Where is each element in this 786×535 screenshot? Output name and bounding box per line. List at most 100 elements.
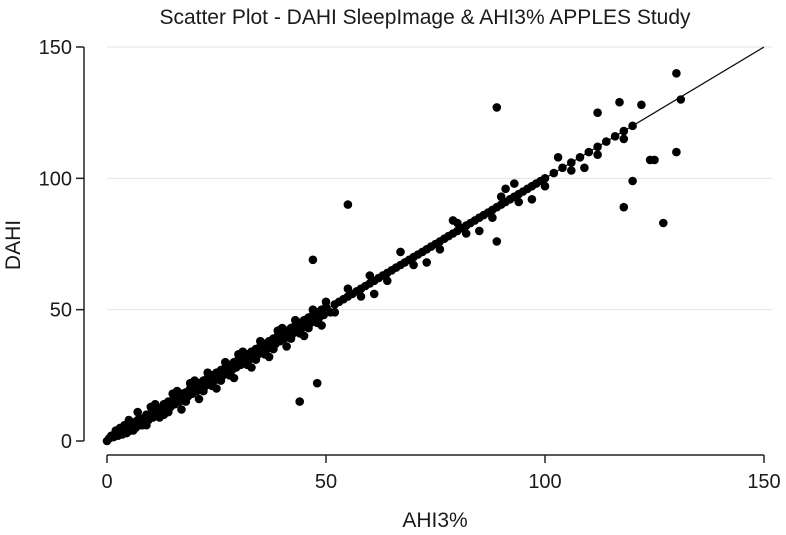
data-point <box>286 334 296 343</box>
data-point <box>593 150 602 159</box>
data-point <box>319 310 329 320</box>
data-point <box>540 181 550 191</box>
data-point <box>177 405 186 414</box>
data-point <box>282 342 291 351</box>
x-tick-label: 150 <box>747 471 780 493</box>
data-point <box>610 132 620 141</box>
data-point <box>510 179 519 188</box>
data-point <box>129 426 138 435</box>
data-point <box>343 284 353 294</box>
data-point <box>277 323 287 333</box>
data-point <box>593 142 602 152</box>
data-point <box>369 289 379 299</box>
data-point <box>514 197 523 207</box>
data-point <box>637 100 646 110</box>
y-tick-label: 0 <box>61 431 72 453</box>
data-point <box>164 407 173 417</box>
data-point <box>659 218 668 228</box>
data-point <box>527 195 537 204</box>
data-point <box>492 237 502 246</box>
data-point <box>501 184 510 194</box>
data-point <box>558 163 567 173</box>
data-point <box>260 350 270 359</box>
data-point <box>221 357 230 367</box>
data-point <box>308 255 318 265</box>
data-point <box>242 360 252 370</box>
data-point <box>567 158 576 167</box>
data-points <box>102 69 686 446</box>
data-point <box>199 386 208 396</box>
data-point <box>475 226 484 236</box>
data-point <box>619 202 629 212</box>
data-point <box>120 420 129 430</box>
data-point <box>181 397 191 406</box>
x-tick-label: 50 <box>315 471 337 493</box>
y-tick-label: 100 <box>39 168 72 190</box>
data-point <box>540 174 550 183</box>
data-point <box>383 276 392 286</box>
data-point <box>396 247 405 257</box>
data-point <box>435 245 445 254</box>
data-point <box>672 147 681 157</box>
data-point <box>203 368 212 378</box>
data-point <box>676 95 686 104</box>
chart-title: Scatter Plot - DAHI SleepImage & AHI3% A… <box>159 6 691 29</box>
data-point <box>488 213 497 222</box>
data-point <box>172 386 182 396</box>
axes: 0 50 100 150 0 50 100 150 <box>39 37 781 493</box>
data-point <box>312 378 322 388</box>
data-point <box>190 376 199 385</box>
data-point <box>291 315 300 325</box>
data-point <box>207 381 217 391</box>
data-point <box>553 153 563 162</box>
data-point <box>580 163 589 173</box>
data-point <box>194 394 204 404</box>
data-point <box>628 121 637 131</box>
data-point <box>304 323 313 333</box>
data-point <box>602 137 611 146</box>
data-point <box>672 69 681 78</box>
data-point <box>111 426 121 435</box>
data-point <box>295 329 305 338</box>
data-point <box>453 218 462 228</box>
data-point <box>409 260 418 270</box>
data-point <box>461 229 471 238</box>
data-point <box>422 258 432 267</box>
data-point <box>216 376 226 385</box>
data-point <box>308 305 318 315</box>
data-point <box>619 126 629 136</box>
data-point <box>155 413 164 422</box>
data-point <box>137 420 147 430</box>
data-point <box>549 168 559 178</box>
data-point <box>365 271 375 280</box>
y-axis-label: DAHI <box>2 220 25 270</box>
data-point <box>133 407 142 417</box>
data-point <box>356 292 366 301</box>
data-point <box>496 192 506 201</box>
data-point <box>321 297 331 307</box>
data-point <box>619 134 629 144</box>
y-tick-label: 50 <box>50 300 72 322</box>
data-point <box>615 97 624 107</box>
gridlines <box>107 46 772 311</box>
data-point <box>567 166 576 175</box>
data-point <box>343 200 353 209</box>
data-point <box>312 318 322 328</box>
data-point <box>234 350 243 359</box>
data-point <box>628 176 637 186</box>
data-point <box>225 371 234 380</box>
data-point <box>295 397 305 406</box>
x-axis-label: AHI3% <box>402 509 467 532</box>
data-point <box>575 153 585 162</box>
y-tick-label: 150 <box>39 37 72 59</box>
data-point <box>593 108 602 117</box>
x-tick-label: 0 <box>101 471 112 493</box>
data-point <box>269 344 278 354</box>
data-point <box>492 103 502 112</box>
data-point <box>255 336 265 346</box>
data-point <box>650 155 659 165</box>
data-point <box>330 308 340 317</box>
x-tick-label: 100 <box>528 471 561 493</box>
